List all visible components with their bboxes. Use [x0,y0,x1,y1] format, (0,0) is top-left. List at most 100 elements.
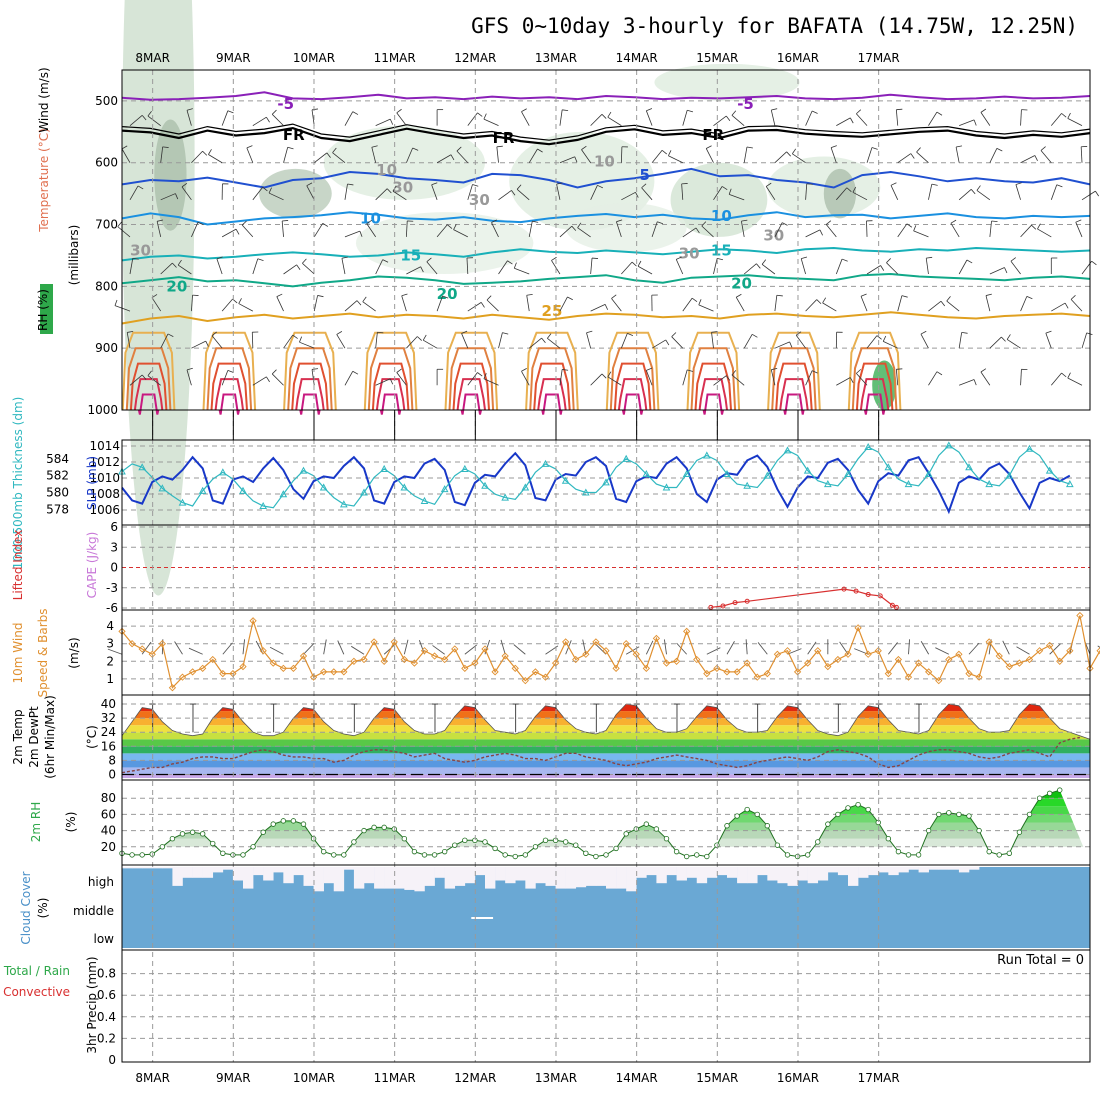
rh-marker [542,837,549,844]
rh-marker [562,839,569,845]
rh-marker [179,831,186,837]
wind-marker [562,638,570,646]
wind-barb [271,369,277,375]
wind-marker [249,617,257,625]
wind-barb [322,223,329,227]
slp-tick-label: 1006 [89,503,120,517]
wind-barb [713,115,727,126]
contour-label: 20 [437,285,458,303]
cloud-high-gap [162,867,173,869]
wind-barb [191,150,203,164]
warm-isotherm [537,378,567,411]
wind-barb [467,372,478,386]
wind-barb-10m [337,640,345,655]
wind-marker [441,655,449,664]
contour-label: 30 [130,242,151,260]
wind-tick-label: 4 [106,619,114,633]
slp-tick-label: 1012 [89,455,120,469]
wind-barb [928,371,938,386]
wind-barb [191,222,199,238]
temp-bands [122,704,1090,778]
rh-shading [565,202,687,253]
wind-barb [590,303,606,312]
wind-barb-10m [107,648,123,655]
wind-barb [556,182,563,185]
isotherm-line [121,91,1091,101]
cloud-high-gap [132,867,143,869]
wind-barb [897,153,912,164]
wind-barb [423,339,438,349]
wind-barb [980,368,987,373]
wind-barb [646,367,653,371]
cape-ylabel: CAPE (J/kg) [85,532,99,599]
wind-barb [1081,332,1088,349]
wind-barb [1015,182,1022,185]
rh-marker [976,827,982,834]
thickness-marker [158,484,167,492]
cloud-high-gap [525,867,536,889]
wind-barb [958,259,968,275]
wind-barb [426,261,438,275]
wind-barb [496,146,499,163]
wind-marker [904,673,913,681]
wind-barb [521,371,530,386]
wind-barb [157,219,164,222]
wind-barb-10m [757,642,768,655]
wind-barb [841,258,848,262]
thickness-marker [380,464,389,472]
warm-isotherm [847,331,902,411]
wind-barb [771,367,778,371]
rh-marker [603,852,609,858]
wind-barb [537,148,543,153]
ua-tick-label: 1000 [87,403,118,417]
wind-marker [693,655,701,664]
rh-marker [502,852,508,858]
wind-barb [1061,113,1067,118]
wind-barb [283,264,297,275]
contour-label: FR [493,129,515,147]
contour-label: 20 [166,277,187,295]
rh-marker [452,842,458,848]
wind-barb-10m [706,647,721,655]
x-label-top: 10MAR [293,51,335,65]
wind-marker [844,650,852,658]
wind-barb [386,188,392,194]
wind-marker [1015,659,1024,667]
rh-band [122,838,1090,847]
wind-barb-10m [1002,640,1010,655]
wind-barb [728,188,732,195]
wind-barb [389,118,394,125]
wind-barb [1070,295,1076,300]
wind-barb [835,258,843,275]
cloud-high-gap [283,867,294,884]
wind-barb [559,156,575,164]
thickness-marker [1025,444,1034,452]
thickness-marker [400,483,409,491]
wind-barb [151,297,162,312]
rh-marker [240,852,246,858]
rh-marker [512,853,518,860]
wind-barb [276,293,283,297]
rh-marker [845,805,851,811]
cloud-high-gap [424,867,435,886]
wind-barb [849,377,854,383]
rh-band [122,814,1090,823]
cloud-high-gap [777,867,788,884]
wind-barb [221,228,237,238]
thickness-marker [985,480,994,488]
thickness-marker [561,476,570,484]
precip-tick-label: 0.8 [97,967,116,981]
wind-barb [252,116,267,126]
wind-barb [442,295,449,299]
thickness-ylabel: 1000-500mb Thickness (dm) [11,397,25,570]
wind-marker [390,638,398,646]
precip-tick-label: 0.6 [97,988,116,1002]
wind-barb-10m [513,644,526,655]
wind-barb [985,295,991,312]
wind-barb [795,331,802,336]
wind-barb [805,183,808,200]
cloud-high-gap [535,867,546,884]
precip-tick-label: 0 [108,1053,116,1067]
wind-marker [451,645,459,653]
cloud-level-label: middle [73,904,114,918]
